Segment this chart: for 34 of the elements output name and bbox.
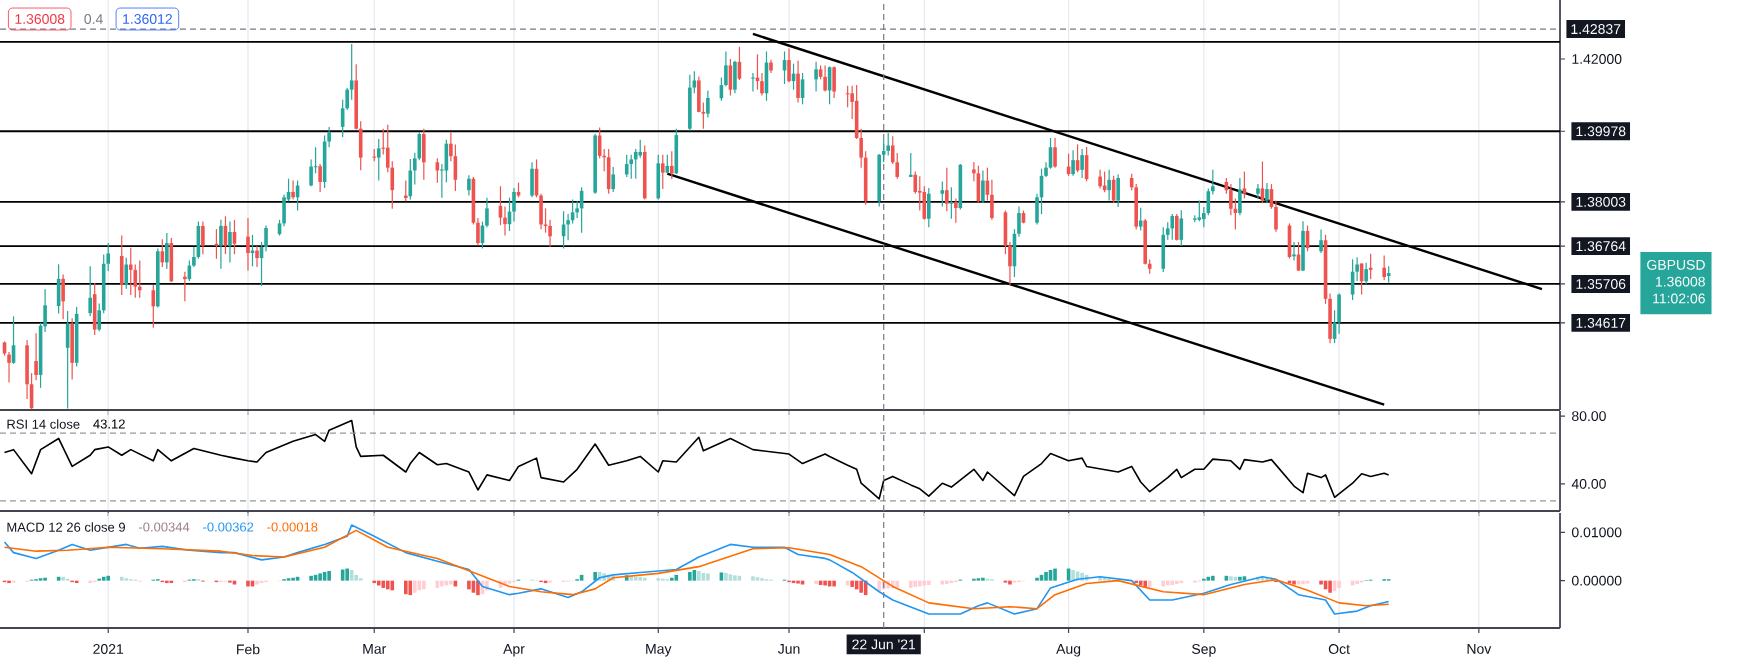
- annotation: -0.00344: [139, 522, 190, 532]
- x-tick-label: Apr: [503, 644, 525, 657]
- x-tick-label: Nov: [1467, 644, 1492, 654]
- x-tick-label: May: [646, 644, 672, 657]
- y-tick-label: 1.39978: [1576, 126, 1626, 137]
- y-tick-label: 40.00: [1571, 478, 1606, 489]
- x-tick-label: Jun: [777, 644, 800, 654]
- annotation: 43.12: [93, 419, 125, 429]
- x-tick-label: 2021: [93, 644, 124, 654]
- annotation: 0.4: [84, 14, 103, 24]
- x-tick-label: Mar: [363, 644, 387, 654]
- annotation: 1.36008: [15, 14, 65, 24]
- y-tick-label: 0.00000: [1571, 575, 1622, 586]
- ref-line-label: 1.42837: [1571, 24, 1621, 34]
- annotation: 1.36012: [123, 14, 172, 24]
- text: 1.36008: [1656, 276, 1705, 287]
- x-tick-label: Sep: [1192, 644, 1216, 657]
- ref-line-label: 22 Jun '21: [852, 639, 916, 650]
- text: GBPUSD: [1647, 259, 1705, 270]
- y-tick-label: 0.01000: [1571, 527, 1622, 538]
- x-tick-label: Oct: [1328, 644, 1350, 654]
- text: MACD 12 26 close 9: [7, 522, 125, 532]
- annotation: -0.00018: [267, 522, 318, 532]
- y-tick-label: 1.36764: [1576, 241, 1626, 252]
- x-tick-label: Feb: [237, 644, 260, 655]
- y-tick-label: 1.35706: [1576, 279, 1626, 289]
- text: 11:02:06: [1653, 293, 1705, 304]
- y-tick-label: 1.34617: [1576, 317, 1626, 328]
- annotation: -0.00362: [203, 522, 254, 532]
- x-tick-label: Aug: [1056, 644, 1081, 657]
- y-tick-label: 1.42000: [1572, 54, 1622, 64]
- y-tick-label: 1.38003: [1576, 196, 1626, 207]
- chart-title: RSI 14 close: [7, 419, 80, 429]
- y-tick-label: 80.00: [1572, 411, 1606, 422]
